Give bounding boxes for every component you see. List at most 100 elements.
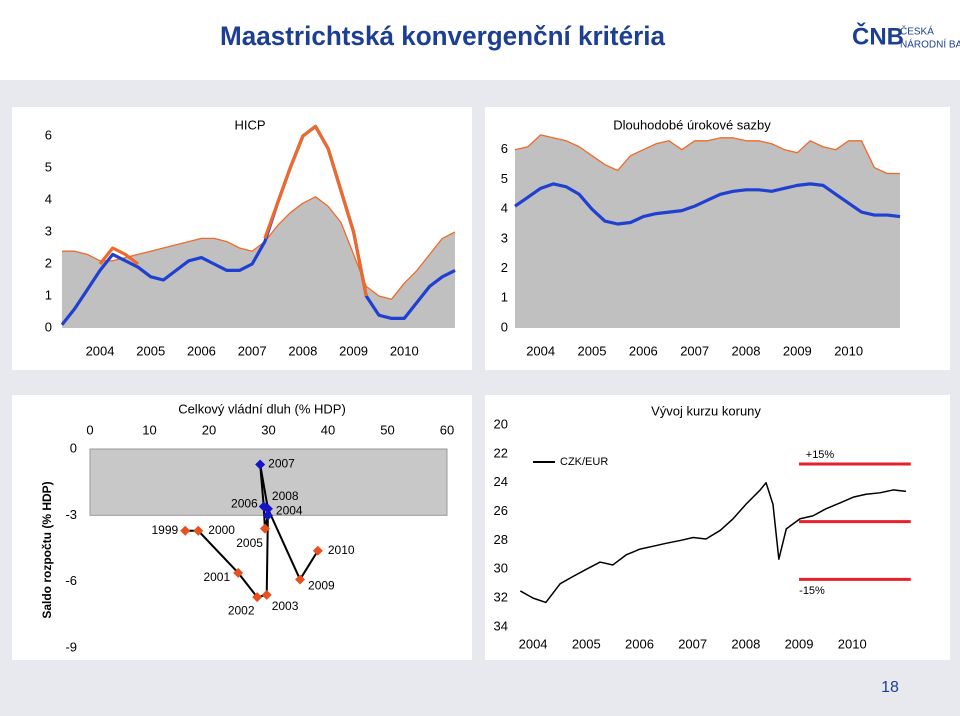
x-tick-label: 2004 <box>86 343 115 358</box>
y-tick-label: 0 <box>70 440 77 455</box>
panel <box>12 107 472 370</box>
point <box>295 574 306 585</box>
point <box>259 523 270 534</box>
y-tick-label: -3 <box>65 507 77 522</box>
series-line <box>519 481 907 604</box>
series-line <box>98 124 368 297</box>
connector-line <box>185 464 319 599</box>
point <box>312 545 323 556</box>
y-tick-label: 20 <box>494 416 508 431</box>
x-tick-label: 2010 <box>390 343 419 358</box>
y-tick-label: 2 <box>45 255 52 270</box>
y-tick-label: 2 <box>501 260 508 275</box>
x-tick-label: 2006 <box>187 343 216 358</box>
y-tick-label: 26 <box>494 503 508 518</box>
point-label: 2008 <box>272 489 299 503</box>
point-label: 1999 <box>151 523 178 537</box>
y-tick-label: 1 <box>45 287 52 302</box>
y-tick-label: 0 <box>45 319 52 334</box>
chart-title: Dlouhodobé úrokové sazby <box>613 117 771 132</box>
criterion-band <box>89 448 448 516</box>
y-tick-label: 1 <box>501 290 508 305</box>
x-tick-label: 2008 <box>288 343 317 358</box>
point <box>252 592 263 603</box>
x-tick-label: 2007 <box>680 343 709 358</box>
x-tick-label: 2008 <box>732 343 761 358</box>
y-tick-label: 24 <box>494 474 508 489</box>
x-tick-label: 2007 <box>238 343 267 358</box>
y-tick-label: -6 <box>65 573 77 588</box>
x-tick-label: 2004 <box>519 636 548 651</box>
x-tick-label: 2009 <box>339 343 368 358</box>
x-tick-label: 2005 <box>578 343 607 358</box>
y-tick-label: 3 <box>501 230 508 245</box>
band-label: -15% <box>799 585 825 597</box>
x-tick-label: 2005 <box>136 343 165 358</box>
series-line <box>514 182 901 226</box>
series-line <box>514 134 900 175</box>
panel <box>485 395 950 660</box>
y-tick-label: 6 <box>45 127 52 142</box>
x-tick-label: 2010 <box>834 343 863 358</box>
chart-title: Celkový vládní dluh (% HDP) <box>178 401 346 416</box>
x-tick-label: 20 <box>202 422 216 437</box>
x-tick-label: 0 <box>86 422 93 437</box>
point-label: 2010 <box>328 543 355 557</box>
page-number: 18 <box>881 679 899 696</box>
logo-text: NÁRODNÍ BANKA <box>900 38 960 51</box>
slide-title: Maastrichtská konvergenční kritéria <box>220 21 666 51</box>
x-tick-label: 2006 <box>625 636 654 651</box>
x-tick-label: 2004 <box>526 343 555 358</box>
y-tick-label: 28 <box>494 532 508 547</box>
point-label: 2005 <box>236 536 263 550</box>
logo-mark: ČNB <box>852 22 904 50</box>
point <box>233 567 244 578</box>
point <box>193 525 204 536</box>
y-tick-label: 30 <box>494 561 508 576</box>
y-tick-label: 34 <box>494 618 508 633</box>
y-tick-label: 3 <box>45 223 52 238</box>
area <box>515 134 900 328</box>
point-label: 2002 <box>228 603 255 617</box>
y-axis-title: Saldo rozpočtu (% HDP) <box>40 481 54 618</box>
chart-title: Vývoj kurzu koruny <box>651 403 761 418</box>
x-tick-label: 2010 <box>838 636 867 651</box>
logo-text: ČESKÁ <box>900 25 934 38</box>
x-tick-label: 60 <box>440 422 454 437</box>
x-tick-label: 2005 <box>572 636 601 651</box>
x-tick-label: 40 <box>321 422 335 437</box>
band-label: +15% <box>806 449 835 461</box>
point-label: 2009 <box>308 579 335 593</box>
y-tick-label: 32 <box>494 590 508 605</box>
point <box>255 459 266 470</box>
y-tick-label: -9 <box>65 639 77 654</box>
point <box>261 589 272 600</box>
series-line <box>60 124 456 326</box>
y-tick-label: 4 <box>501 201 508 216</box>
point <box>262 510 273 521</box>
point <box>180 525 191 536</box>
y-tick-label: 22 <box>494 445 508 460</box>
point-label: 2001 <box>203 570 230 584</box>
y-tick-label: 6 <box>501 141 508 156</box>
point-label: 2004 <box>276 504 303 518</box>
x-tick-label: 50 <box>380 422 394 437</box>
header-bar <box>0 0 960 80</box>
point-label: 2006 <box>231 497 258 511</box>
y-tick-label: 5 <box>45 159 52 174</box>
point-label: 2007 <box>268 457 295 471</box>
y-tick-label: 0 <box>501 319 508 334</box>
legend-label: CZK/EUR <box>560 456 608 468</box>
x-tick-label: 30 <box>261 422 275 437</box>
chart-title: HICP <box>234 117 265 132</box>
x-tick-label: 2006 <box>629 343 658 358</box>
point-label: 2000 <box>208 523 235 537</box>
x-tick-label: 2007 <box>678 636 707 651</box>
panel <box>12 395 472 660</box>
point-label: 2003 <box>272 599 299 613</box>
x-tick-label: 2008 <box>731 636 760 651</box>
x-tick-label: 10 <box>142 422 156 437</box>
y-tick-label: 5 <box>501 171 508 186</box>
